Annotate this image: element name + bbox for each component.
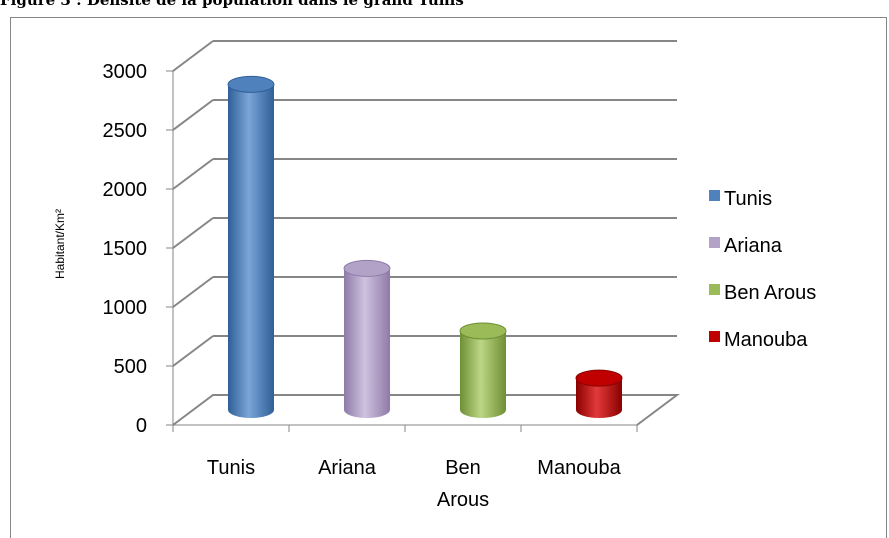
floor-outline: [172, 394, 680, 426]
legend-swatch: [709, 190, 720, 201]
gridline: [172, 276, 677, 308]
y-tick-label: 3000: [103, 61, 148, 83]
legend-entry: Manouba: [709, 329, 808, 351]
legend-swatch: [709, 237, 720, 248]
bar: [575, 369, 623, 418]
axes: [166, 70, 680, 432]
y-axis-label: Habitant/Km²: [53, 209, 67, 279]
gridline: [172, 217, 677, 249]
y-tick-label: 1000: [103, 297, 148, 319]
legend-swatch: [709, 331, 720, 342]
gridline: [172, 158, 677, 190]
legend-swatch: [709, 284, 720, 295]
figure-caption: Figure 3 : Densité de la population dans…: [0, 0, 464, 9]
y-tick-label: 2000: [103, 179, 148, 201]
gridline: [172, 335, 677, 367]
legend-label: Ben Arous: [724, 282, 816, 304]
gridlines: [172, 40, 677, 367]
gridline: [172, 40, 677, 72]
legend-label: Manouba: [724, 329, 808, 351]
chart-frame: [10, 17, 887, 538]
gridline: [172, 99, 677, 131]
y-tick-label: 2500: [103, 120, 148, 142]
legend: Tunis Ariana Ben Arous Manouba: [709, 188, 816, 351]
legend-label: Tunis: [724, 188, 772, 210]
bars: [227, 75, 623, 418]
legend-entry: Ben Arous: [709, 282, 816, 304]
y-tick-label: 1500: [103, 238, 148, 260]
bar: [459, 322, 507, 418]
y-tick-label: 500: [114, 356, 147, 378]
legend-entry: Ariana: [709, 235, 783, 257]
y-tick-label: 0: [136, 415, 147, 437]
legend-label: Ariana: [724, 235, 783, 257]
bar: [343, 259, 391, 418]
x-tick-label: Tunis: [207, 457, 255, 479]
y-tick-labels: 0 500 1000 1500 2000 2500 3000: [103, 61, 148, 437]
x-tick-label: Ariana: [318, 457, 377, 479]
x-tick-labels: Tunis Ariana Ben Arous Manouba: [207, 457, 622, 511]
x-tick-label: Ben Arous: [437, 457, 489, 511]
legend-entry: Tunis: [709, 188, 772, 210]
x-tick-label: Manouba: [537, 457, 621, 479]
bar: [227, 75, 275, 418]
